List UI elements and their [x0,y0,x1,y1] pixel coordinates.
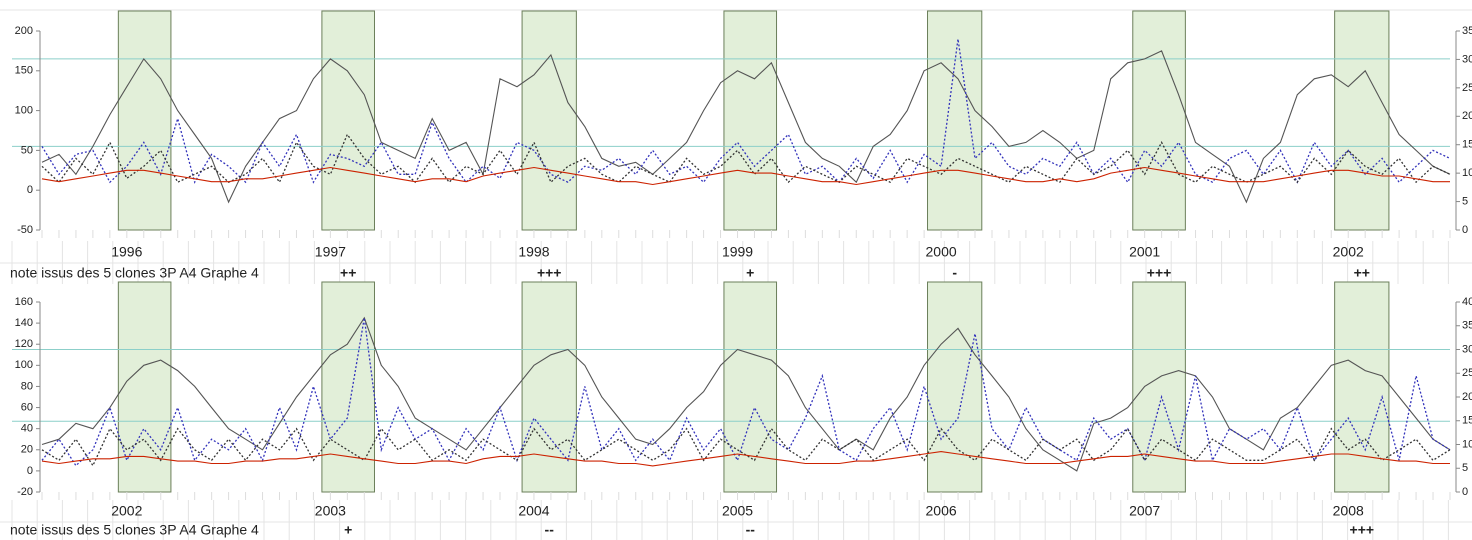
band-note: +++ [537,265,562,281]
band-note: -- [545,522,555,538]
y-tick-label: 120 [15,338,33,350]
row-label: note issus des 5 clones 3P A4 Graphe 4 [10,522,259,538]
series-line [41,38,1451,184]
highlight-band [521,10,577,231]
highlight-band [723,10,778,231]
x-tick-label: 2002 [111,503,142,519]
y-tick-label: 100 [15,105,33,117]
y2-tick-label: 20 [1462,110,1472,122]
y-tick-label: 20 [21,444,33,456]
band-note: - [952,265,957,281]
highlight-band [1334,10,1390,231]
x-tick-label: 2005 [722,503,753,519]
series-line [41,50,1451,204]
highlight-band [1132,281,1186,493]
y2-tick-label: 15 [1462,139,1472,151]
series-line [41,451,1450,467]
highlight-band [927,281,983,493]
y2-tick-label: 15 [1462,415,1472,427]
band-note: ++ [340,265,356,281]
x-tick-label: 2003 [315,503,346,519]
row-label: note issus des 5 clones 3P A4 Graphe 4 [10,265,259,281]
series-line [41,317,1451,467]
y-tick-label: 40 [21,423,33,435]
highlight-band [927,10,983,231]
y2-tick-label: 10 [1462,167,1472,179]
x-tick-label: 1999 [722,244,753,260]
band-note: +++ [1350,522,1375,538]
highlight-band [117,281,172,493]
x-tick-label: 2006 [926,503,957,519]
y2-tick-label: 5 [1462,195,1468,207]
x-tick-label: 1996 [111,244,142,260]
x-tick-label: 2008 [1333,503,1364,519]
x-tick-label: 2000 [926,244,957,260]
x-tick-label: 2002 [1333,244,1364,260]
band-note: + [746,265,754,281]
series-line [41,166,1450,186]
band-note: + [344,522,352,538]
band-note: -- [746,522,756,538]
highlight-band [521,281,577,493]
y2-tick-label: 10 [1462,438,1472,450]
y-tick-label: -20 [17,486,33,498]
y2-tick-label: 25 [1462,367,1472,379]
x-tick-label: 1998 [518,244,549,260]
y2-tick-label: 35 [1462,25,1472,37]
y2-tick-label: 25 [1462,82,1472,94]
highlight-band [723,281,778,493]
x-tick-label: 2004 [518,503,549,519]
highlight-band [1132,10,1186,231]
highlight-band [321,10,375,231]
y2-tick-label: 20 [1462,391,1472,403]
y-tick-label: 80 [21,380,33,392]
highlight-band [1334,281,1390,493]
y-tick-label: -50 [17,224,33,236]
y-tick-label: 60 [21,401,33,413]
y-tick-label: 50 [21,144,33,156]
x-tick-label: 2007 [1129,503,1160,519]
y2-tick-label: 40 [1462,296,1472,308]
band-note: +++ [1147,265,1172,281]
y2-tick-label: 0 [1462,224,1468,236]
series-line [41,316,1451,472]
y2-tick-label: 35 [1462,320,1472,332]
y-tick-label: 0 [27,465,33,477]
series-line [41,133,1451,184]
y-tick-label: 0 [27,184,33,196]
y2-tick-label: 5 [1462,462,1468,474]
highlight-band [117,10,172,231]
y2-tick-label: 0 [1462,486,1468,498]
y-tick-label: 160 [15,296,33,308]
band-note: ++ [1354,265,1370,281]
y-tick-label: 200 [15,25,33,37]
y2-tick-label: 30 [1462,343,1472,355]
y-tick-label: 140 [15,317,33,329]
y2-tick-label: 30 [1462,53,1472,65]
x-tick-label: 2001 [1129,244,1160,260]
series-line [41,427,1451,467]
y-tick-label: 100 [15,359,33,371]
highlight-band [321,281,375,493]
x-tick-label: 1997 [315,244,346,260]
y-tick-label: 150 [15,65,33,77]
